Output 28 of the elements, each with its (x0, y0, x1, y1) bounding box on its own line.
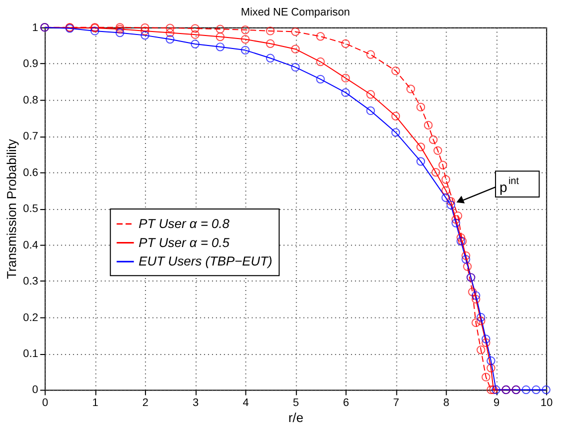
legend-label: PT User α = 0.8 (138, 216, 230, 231)
y-axis-title: Transmission Probability (4, 138, 20, 280)
x-tick-label: 8 (443, 397, 450, 410)
y-tick-label: 0 (32, 384, 38, 396)
x-tick-label: 9 (493, 397, 500, 410)
x-axis-title: r/e (288, 410, 304, 426)
y-tick-label: 0.4 (23, 239, 38, 252)
x-tick-label: 4 (242, 397, 249, 410)
y-tick-label: 0.2 (23, 312, 38, 324)
y-tick-label: 0.6 (23, 166, 38, 179)
y-tick-label: 0.7 (23, 130, 38, 143)
x-tick-label: 0 (42, 397, 48, 410)
x-tick-label: 5 (292, 397, 299, 410)
y-tick-label: 0.9 (23, 58, 38, 70)
y-tick-label: 0.3 (23, 276, 38, 288)
legend-label: EUT Users (TBP−EUT) (138, 254, 272, 269)
y-tick-label: 1 (32, 22, 38, 34)
x-tick-label: 2 (142, 397, 149, 410)
y-tick-label: 0.5 (23, 203, 38, 216)
y-tick-label: 0.8 (23, 94, 38, 106)
x-tick-label: 10 (540, 397, 553, 410)
legend-label: PT User α = 0.5 (138, 234, 230, 250)
x-tick-label: 3 (192, 397, 199, 410)
chart-title: Mixed NE Comparison (240, 6, 350, 18)
x-tick-label: 6 (343, 397, 350, 410)
y-tick-label: 0.1 (23, 348, 38, 360)
x-tick-label: 7 (393, 397, 400, 410)
x-tick-label: 1 (92, 397, 98, 410)
